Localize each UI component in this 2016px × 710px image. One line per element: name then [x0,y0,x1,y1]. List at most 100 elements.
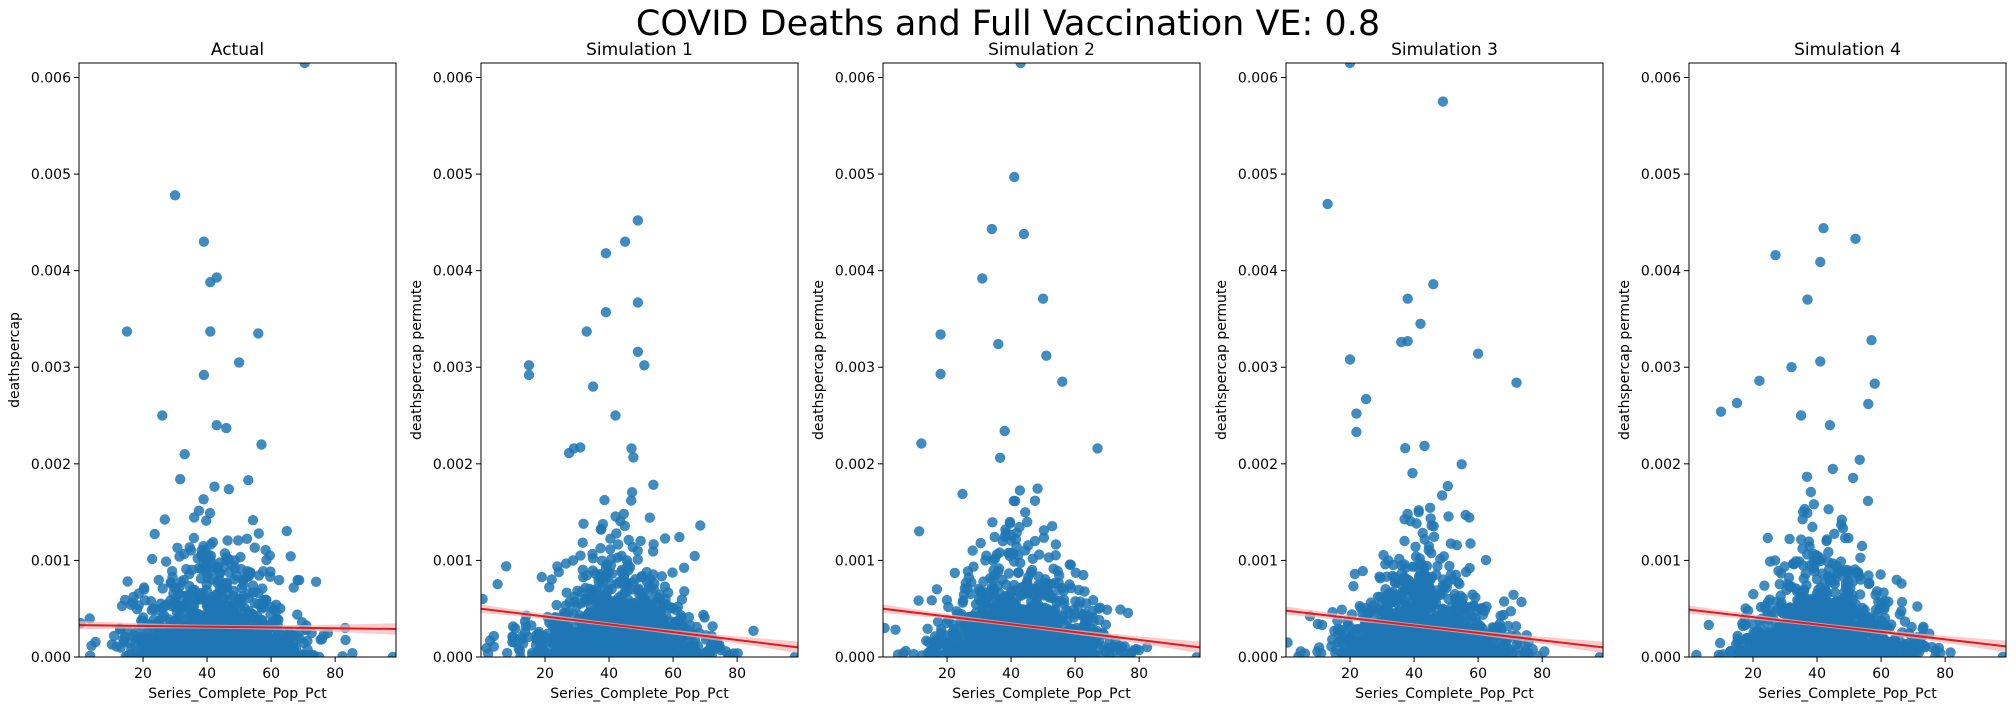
data-point [243,475,254,486]
data-point [1048,563,1059,574]
data-point [619,645,630,656]
data-point [636,572,647,583]
data-point [551,599,562,611]
data-point [1054,595,1066,606]
data-point [172,542,183,553]
data-point [574,610,585,621]
data-point [611,528,622,539]
data-point [599,494,610,506]
data-point [618,637,629,648]
data-point [1047,521,1058,532]
y-tick-label: 0.004 [1238,264,1278,280]
data-point [975,635,986,646]
x-tick-label: 40 [600,666,618,682]
data-point [908,649,919,657]
data-point [275,603,286,614]
data-point [674,531,685,543]
axes-frame [1285,62,1604,658]
data-point [1038,525,1050,536]
axes-frame [480,62,799,658]
data-point [233,535,244,546]
data-point [233,357,245,368]
data-point [217,582,229,593]
plot-area [1286,63,1603,657]
data-point [517,633,528,644]
data-point [668,649,679,657]
data-point [626,495,637,506]
data-point [623,534,634,546]
data-point [194,630,205,641]
y-tick-label: 0.006 [1238,70,1278,86]
data-point [948,619,959,631]
data-point [1322,198,1333,210]
data-point [935,368,946,380]
data-point [1073,651,1085,657]
data-point [1133,645,1145,656]
data-point [959,583,971,594]
regression-line [481,607,798,649]
data-point [108,630,120,642]
data-point [595,543,606,554]
data-point [1405,516,1416,527]
data-point [191,641,203,652]
data-point [1477,609,1489,620]
data-point [310,576,322,587]
data-point [577,537,588,548]
data-point [1428,531,1440,542]
data-point [111,641,122,652]
data-point [606,583,617,595]
data-point [267,616,279,627]
data-point [1070,596,1081,607]
data-point [1456,604,1467,616]
data-point [232,637,243,649]
data-point [536,642,548,653]
data-point [1040,588,1052,600]
data-point [1286,637,1293,648]
data-point [281,525,292,537]
data-point [198,494,209,505]
data-point [707,621,718,632]
x-tick-label: 20 [938,666,956,682]
data-point [981,647,992,657]
y-tick-label: 0.003 [835,360,875,376]
plot-area [1689,223,2006,657]
data-point [178,590,189,602]
data-point [610,410,621,421]
data-point [337,651,348,657]
data-point [978,576,989,587]
data-point [1401,575,1413,587]
data-point [193,505,205,516]
data-point [1400,595,1411,606]
axes-frame [882,62,1201,658]
figure-title: COVID Deaths and Full Vaccination VE: 0.… [635,4,1381,44]
data-point [1437,587,1448,599]
data-point [1191,651,1200,657]
data-point [1004,628,1016,639]
data-point [1748,589,1759,600]
x-tick-label: 80 [1533,666,1551,682]
data-point [1032,606,1044,618]
data-point [205,539,216,550]
data-point [230,611,242,622]
data-point [586,592,597,603]
x-tick-label: 60 [262,666,280,682]
data-point [165,578,176,589]
data-point [967,545,978,556]
data-point [507,621,519,632]
data-point [1445,538,1457,549]
y-tick-label: 0.000 [31,650,71,666]
data-point [656,571,667,582]
data-point [957,597,968,608]
data-point [305,649,317,657]
data-point [614,629,625,640]
y-tick-label: 0.001 [835,553,875,569]
data-point [205,277,216,288]
data-point [1443,511,1454,522]
y-tick-label: 0.001 [1238,553,1278,569]
data-point [1437,490,1448,501]
data-point [549,648,560,657]
data-point [1054,570,1065,581]
y-tick-label: 0.002 [433,457,473,473]
